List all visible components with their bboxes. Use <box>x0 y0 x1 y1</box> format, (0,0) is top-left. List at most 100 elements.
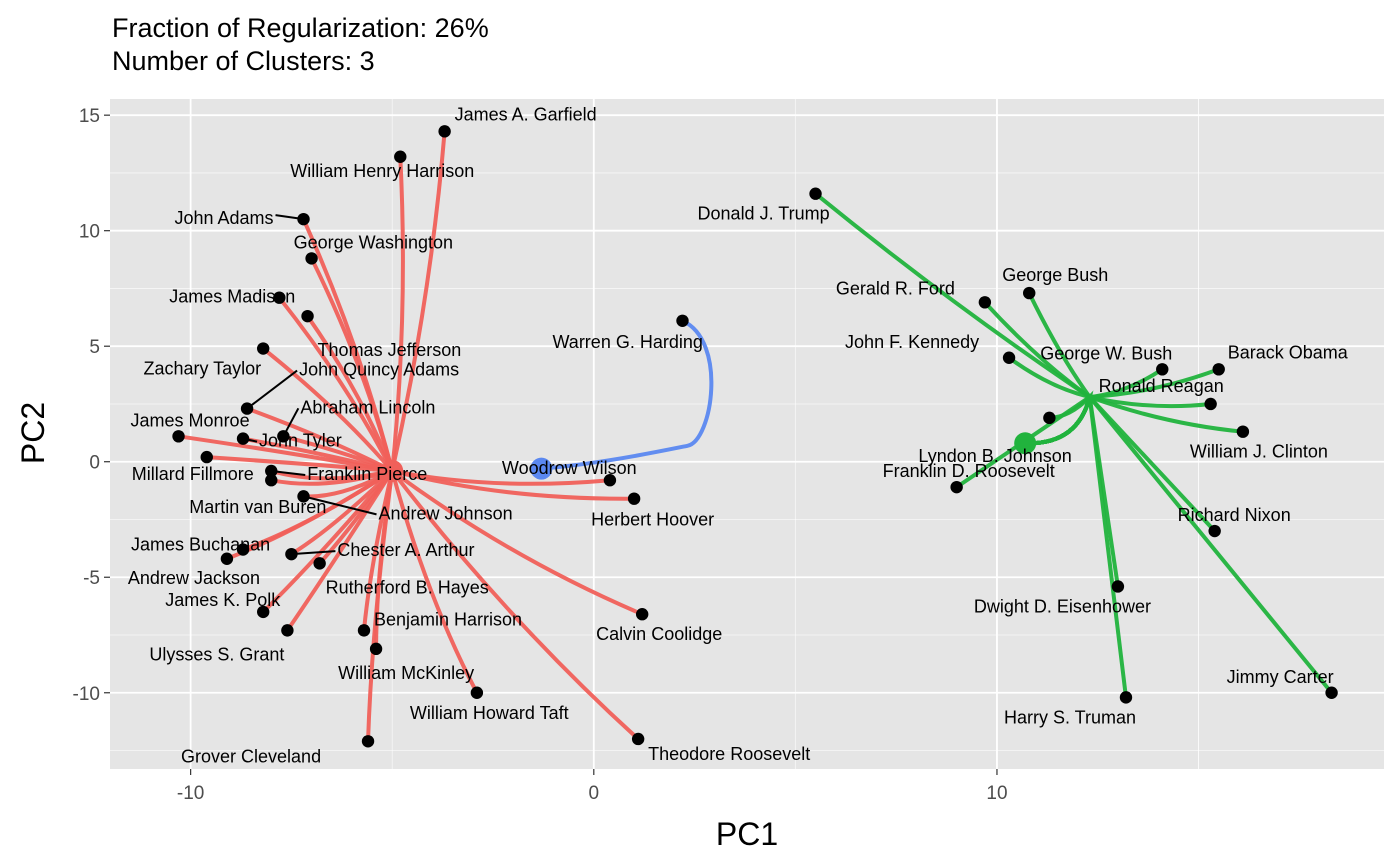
cluster-paths <box>176 129 1334 744</box>
cluster-path <box>390 468 479 695</box>
cluster-path <box>277 295 395 473</box>
point-label: Richard Nixon <box>1178 505 1291 525</box>
point-label: Woodrow Wilson <box>502 458 637 478</box>
cluster-path <box>390 468 612 486</box>
data-point <box>1212 363 1225 376</box>
y-axis-title: PC2 <box>15 402 51 464</box>
point-label: Rutherford B. Hayes <box>326 577 489 597</box>
point-label: Zachary Taylor <box>143 359 261 379</box>
cluster-path <box>305 314 395 473</box>
point-label: James Madison <box>169 287 295 307</box>
point-label: James A. Garfield <box>455 104 597 124</box>
x-tick-label: -10 <box>177 783 204 804</box>
data-point <box>627 492 641 505</box>
data-point <box>1236 425 1250 438</box>
data-point <box>236 543 250 556</box>
point-label: James Monroe <box>131 410 250 430</box>
point-label: William Howard Taft <box>410 703 569 723</box>
data-point <box>200 450 213 464</box>
point-label: Andrew Jackson <box>128 568 260 588</box>
point-label: John Quincy Adams <box>299 360 459 380</box>
data-point <box>635 608 649 621</box>
point-label: Thomas Jefferson <box>318 340 462 360</box>
data-point <box>809 187 822 200</box>
data-point <box>361 735 375 748</box>
cluster-path <box>309 256 395 473</box>
cluster-path <box>241 436 395 473</box>
grid-minor <box>110 99 1384 769</box>
cluster-path <box>539 318 714 471</box>
cluster-path <box>285 468 395 633</box>
data-point <box>1208 524 1221 538</box>
data-point <box>297 212 310 226</box>
data-point <box>277 430 290 443</box>
cluster-path <box>390 468 641 741</box>
data-point <box>438 125 451 138</box>
point-label: Martin van Buren <box>189 497 326 517</box>
point-label: Andrew Johnson <box>379 503 513 523</box>
point-label: James K. Polk <box>165 590 281 610</box>
point-label: James Buchanan <box>131 535 270 555</box>
data-point <box>1111 580 1125 593</box>
point-label: Grover Cleveland <box>181 746 321 766</box>
data-point <box>394 150 407 163</box>
data-point <box>978 296 992 309</box>
x-axis-title: PC1 <box>716 816 778 852</box>
point-label: Abraham Lincoln <box>300 397 435 417</box>
data-point <box>369 642 383 656</box>
x-tick-label: 10 <box>986 783 1007 804</box>
point-label: Franklin Pierce <box>307 464 427 484</box>
label-leader-line <box>303 495 377 516</box>
data-point <box>1043 411 1056 425</box>
chart-title: Fraction of Regularization: 26% Number o… <box>112 12 489 78</box>
point-label: George Bush <box>1002 265 1108 285</box>
chart-title-line2: Number of Clusters: 3 <box>112 46 375 76</box>
point-label: William Henry Harrison <box>290 161 474 181</box>
point-label: Ulysses S. Grant <box>149 644 284 664</box>
x-tick-label: 0 <box>589 783 600 804</box>
point-label: Gerald R. Ford <box>836 278 955 298</box>
data-point <box>257 342 270 355</box>
data-point <box>631 732 645 746</box>
data-point <box>676 314 689 327</box>
label-leader-line <box>291 550 336 556</box>
data-point <box>305 252 318 265</box>
cluster-centroids <box>381 432 1037 482</box>
point-label: Chester A. Arthur <box>337 540 474 560</box>
point-label: Dwight D. Eisenhower <box>974 596 1151 616</box>
point-label: Barack Obama <box>1228 342 1349 362</box>
cluster-path <box>1023 392 1334 695</box>
data-point <box>281 624 294 637</box>
cluster-centroid <box>1014 432 1037 455</box>
data-point <box>301 309 314 323</box>
data-point <box>285 547 298 561</box>
point-label: Donald J. Trump <box>698 204 830 224</box>
data-point <box>257 605 270 619</box>
data-point <box>236 432 250 445</box>
cluster-centroid <box>381 459 404 482</box>
data-point <box>265 464 278 478</box>
plot-panel <box>110 99 1384 769</box>
y-tick-label: 5 <box>89 337 100 358</box>
y-tick-label: -10 <box>73 684 100 705</box>
point-label: William McKinley <box>338 663 474 683</box>
data-point <box>297 490 310 503</box>
cluster-path <box>261 346 395 473</box>
point-label: Jimmy Carter <box>1227 667 1334 687</box>
point-label: William J. Clinton <box>1190 442 1328 462</box>
point-label: Theodore Roosevelt <box>648 744 810 764</box>
cluster-path <box>261 468 395 614</box>
point-label: Lyndon B. Johnson <box>918 446 1071 466</box>
data-point <box>273 291 286 304</box>
point-label: John F. Kennedy <box>845 332 979 352</box>
data-point <box>470 686 484 699</box>
cluster-path <box>269 468 395 486</box>
data-point <box>240 402 254 415</box>
data-point <box>313 557 326 570</box>
point-label: John Tyler <box>259 431 342 451</box>
data-point <box>1119 691 1133 704</box>
data-point <box>1023 286 1036 300</box>
point-labels: James A. Garfield William Henry Harrison J… <box>128 104 1349 766</box>
cluster-centroid <box>530 457 553 480</box>
